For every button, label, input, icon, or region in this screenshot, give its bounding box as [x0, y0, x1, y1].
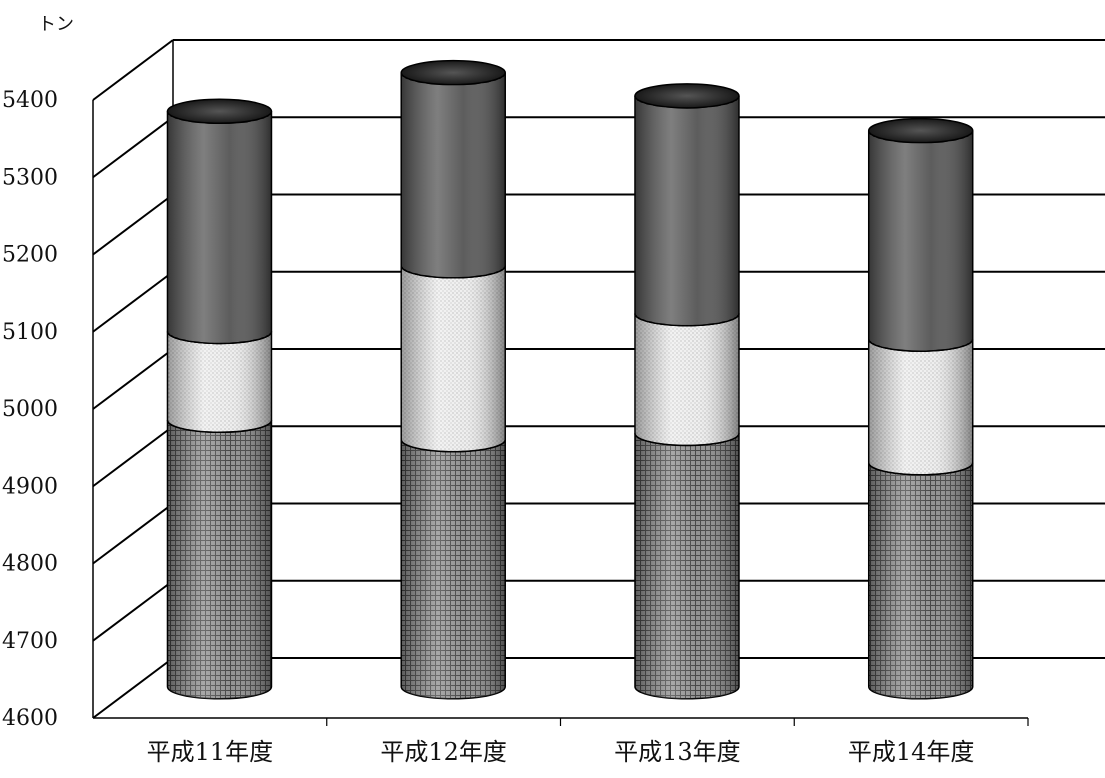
- gridline-diagonal: [92, 116, 174, 179]
- segment-seam: [868, 462, 974, 476]
- cylinder-segment-bottom-shade: [868, 462, 973, 699]
- gridline-diagonal: [92, 657, 174, 719]
- gridline-diagonal: [92, 579, 174, 642]
- gridline-diagonal: [92, 425, 174, 488]
- cylinder-top-cap: [400, 59, 506, 86]
- x-category-label: 平成14年度: [848, 738, 975, 766]
- cylinder-segment-top-shade: [634, 95, 739, 326]
- cylinder-segment-middle-shade: [167, 331, 272, 433]
- y-tick-label: 5100: [2, 320, 58, 345]
- cylinder-segment-top-shade: [167, 111, 272, 344]
- segment-seam: [166, 331, 273, 345]
- segment-seam: [868, 339, 974, 352]
- x-category-label: 平成13年度: [614, 738, 741, 766]
- cylinder-segment-bottom-shade: [167, 420, 272, 699]
- y-tick-label: 4800: [2, 552, 58, 577]
- cylinder-segment-middle-shade: [401, 265, 506, 452]
- gridline-diagonal: [92, 39, 174, 101]
- y-tick-label: 5200: [2, 243, 58, 268]
- cylinder-top-cap: [867, 117, 974, 144]
- x-category-labels: 平成11年度 平成12年度 平成13年度 平成14年度: [147, 738, 975, 766]
- cylinder-segment-middle-shade: [868, 339, 973, 475]
- cylinder-segment-top-shade: [401, 72, 506, 278]
- gridline-diagonal: [92, 193, 174, 256]
- y-tick-label: 5400: [2, 88, 58, 113]
- x-category-label: 平成12年度: [380, 738, 507, 766]
- cylinder-segment-bottom-shade: [401, 439, 506, 699]
- gridline-diagonal: [92, 502, 174, 565]
- segment-seam: [400, 439, 506, 453]
- cylinder-stack: [400, 59, 506, 700]
- y-tick-labels: 4600 4700 4800 4900 5000 5100 5200 5300 5400: [2, 88, 58, 731]
- cylinder-top-cap: [634, 83, 740, 109]
- gridline-diagonal: [92, 348, 174, 410]
- cylinder-segment-middle-shade: [634, 313, 739, 446]
- segment-seam: [166, 420, 273, 433]
- segment-seam: [400, 265, 506, 279]
- x-category-label: 平成11年度: [147, 738, 274, 766]
- y-tick-label: 5300: [2, 165, 58, 190]
- segment-seam: [634, 433, 740, 447]
- cylinder-stack: [867, 117, 974, 700]
- cylinder-segment-bottom-shade: [634, 433, 739, 699]
- cylinder-segment-top-shade: [868, 130, 973, 352]
- cylinder-stack: [166, 98, 273, 700]
- y-tick-label: 4700: [2, 629, 58, 654]
- y-tick-label: 4600: [2, 706, 58, 731]
- cylinders: [166, 59, 974, 700]
- cylinder-top-cap: [166, 98, 273, 125]
- segment-seam: [634, 313, 740, 327]
- y-tick-label: 4900: [2, 474, 58, 499]
- y-tick-label: 5000: [2, 397, 58, 422]
- cylinder-stack: [634, 83, 740, 700]
- gridline-diagonal: [92, 270, 174, 333]
- y-unit-label: トン: [38, 14, 74, 35]
